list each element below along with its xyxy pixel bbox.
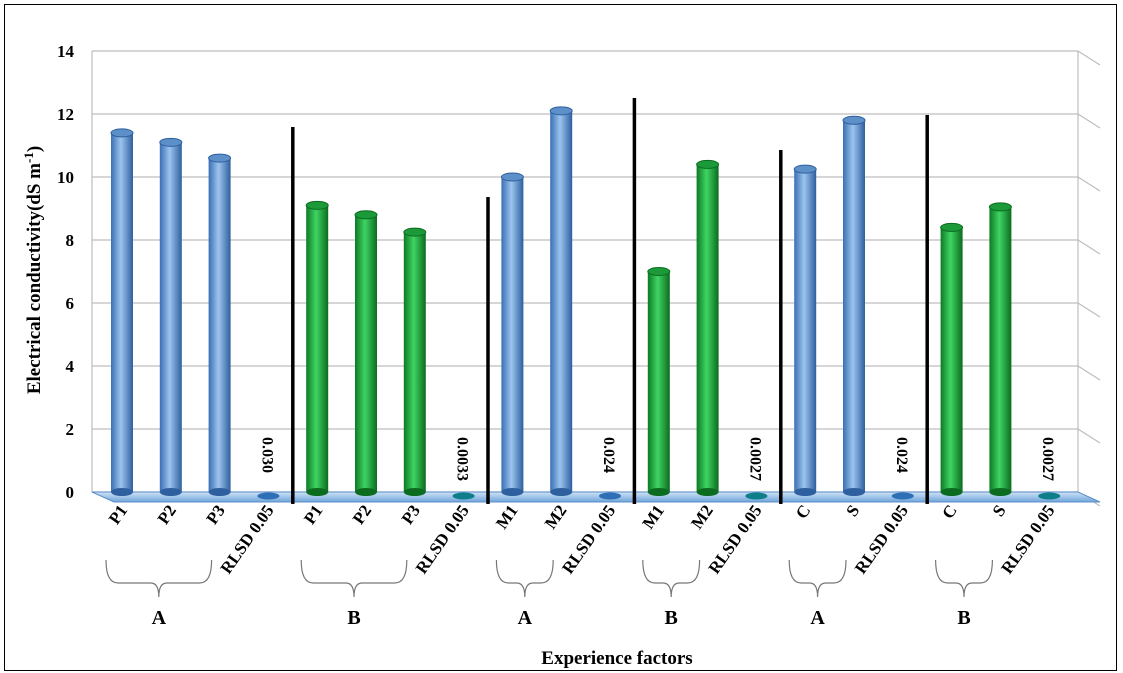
gridline-depth — [1078, 177, 1100, 191]
data-label: 0.0027 — [746, 437, 763, 481]
bar-rlsd — [257, 493, 279, 500]
data-label: 0.030 — [258, 437, 275, 473]
category-label: C — [792, 501, 815, 522]
bar — [111, 129, 133, 496]
y-tick-labels: 0 2 4 6 8 10 12 14 — [57, 42, 75, 502]
x-axis-label: Experience factors — [541, 648, 692, 669]
gridline-depth — [1078, 303, 1100, 317]
bar-rlsd — [892, 493, 914, 500]
y-tick-label: 0 — [66, 483, 75, 502]
bar — [355, 211, 377, 496]
y-tick-label: 14 — [57, 42, 75, 61]
gridline-depth — [1078, 429, 1100, 443]
bar — [404, 228, 426, 496]
group-label: B — [665, 607, 678, 629]
bar — [209, 154, 231, 496]
y-tick-label: 4 — [66, 357, 75, 376]
bar — [794, 165, 816, 496]
group-brace — [789, 560, 846, 597]
bar — [989, 203, 1011, 496]
category-label: S — [842, 501, 863, 520]
group-label: A — [810, 607, 825, 629]
category-label: M1 — [492, 501, 522, 532]
category-label: P1 — [105, 501, 131, 527]
bar-rlsd — [1038, 493, 1060, 500]
y-axis-label: Electrical conductivity(dS m-1) — [21, 146, 45, 394]
data-label: 0.0033 — [454, 437, 471, 481]
group-brace — [106, 560, 212, 597]
y-tick-label: 6 — [66, 294, 75, 313]
category-label: P3 — [202, 501, 228, 527]
y-tick-label: 2 — [66, 420, 75, 439]
bar-rlsd — [745, 493, 767, 500]
y-tick-label: 12 — [57, 105, 74, 124]
bar — [697, 160, 719, 496]
category-label: M2 — [687, 501, 717, 532]
category-label: M1 — [638, 501, 668, 532]
category-label: P1 — [300, 501, 326, 527]
bar — [501, 173, 523, 496]
group-brace — [301, 560, 407, 597]
bar — [941, 223, 963, 496]
gridline-depth — [1078, 240, 1100, 254]
group-brace — [936, 560, 993, 597]
category-label: P2 — [154, 501, 180, 527]
bar — [843, 116, 865, 496]
category-label: S — [989, 501, 1010, 520]
bar — [306, 201, 328, 496]
y-tick-label: 8 — [66, 231, 75, 250]
category-label: C — [938, 501, 961, 522]
gridline-depth — [1078, 114, 1100, 128]
data-label: 0.024 — [893, 437, 910, 473]
category-label: M2 — [541, 501, 571, 532]
category-label: P2 — [349, 501, 375, 527]
data-label: 0.024 — [600, 437, 617, 473]
group-brace — [643, 560, 700, 597]
bar — [160, 138, 182, 496]
gridline-depth — [1078, 366, 1100, 380]
data-label: 0.0027 — [1039, 437, 1056, 481]
group-label: B — [957, 607, 970, 629]
y-tick-label: 10 — [57, 168, 74, 187]
category-label: P3 — [398, 501, 424, 527]
bar-rlsd — [599, 493, 621, 500]
gridline-depth — [1078, 51, 1100, 65]
bar-rlsd — [453, 493, 475, 500]
bar — [550, 107, 572, 496]
group-label: A — [152, 607, 167, 629]
group-brace — [496, 560, 553, 597]
group-label: B — [347, 607, 360, 629]
group-label: A — [518, 607, 533, 629]
bar — [648, 268, 670, 497]
